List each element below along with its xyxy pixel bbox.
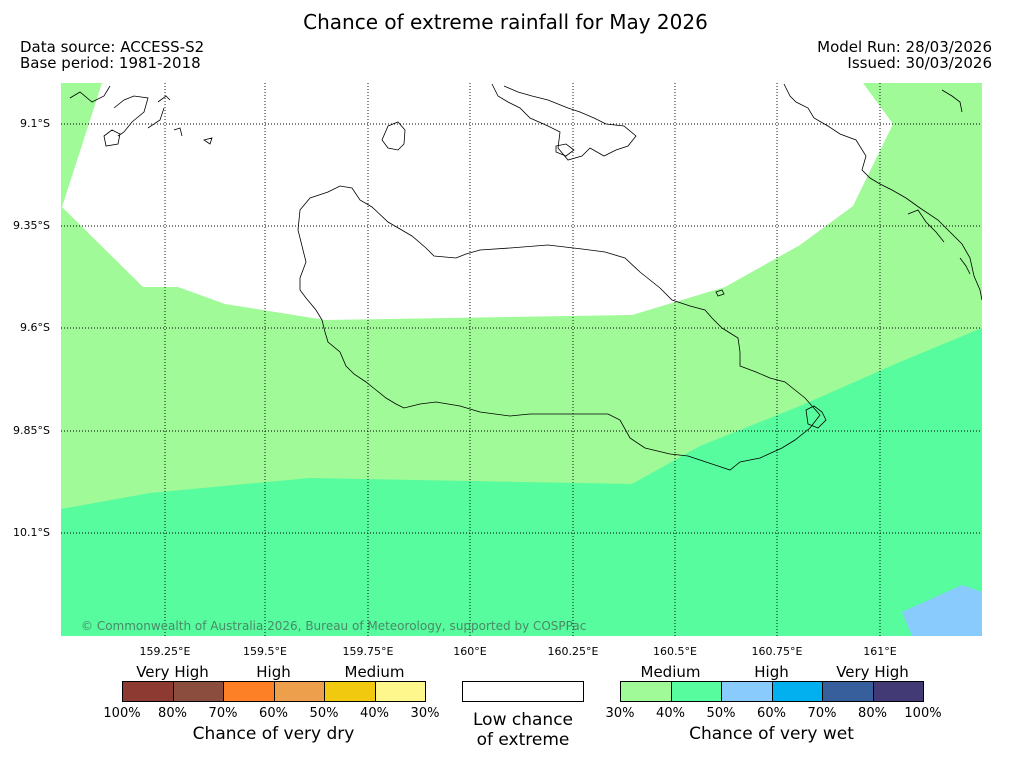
savo-island: [381, 121, 406, 151]
low-chance-line2: of extreme: [476, 730, 570, 750]
model-run: Model Run: 28/03/2026: [817, 38, 992, 56]
dry-tick-label: 70%: [208, 706, 238, 721]
tiny-islet-east: [715, 289, 725, 297]
wet-swatch: [670, 681, 722, 702]
longitude-label: 159.5°E: [243, 645, 287, 658]
dry-legend-title: Chance of very dry: [192, 724, 355, 744]
issued-date: Issued: 30/03/2026: [847, 54, 992, 72]
wet-swatch: [620, 681, 672, 702]
dry-swatch: [273, 681, 325, 702]
copyright-notice: © Commonwealth of Australia 2026, Bureau…: [81, 619, 587, 633]
dry-swatch: [223, 681, 275, 702]
wet-tick-label: 70%: [807, 706, 837, 721]
latitude-label: 9.35°S: [13, 219, 50, 232]
dry-group-label: Very High: [136, 663, 209, 681]
coastlines: [69, 83, 982, 471]
low-chance-swatch: [462, 681, 584, 702]
probability-fields: [61, 83, 982, 636]
wet-swatch: [771, 681, 823, 702]
wet-group-label: Very High: [836, 663, 909, 681]
florida-islands: [491, 83, 637, 161]
dry-swatch: [122, 681, 174, 702]
wet-swatch: [822, 681, 874, 702]
longitude-label: 160.5°E: [653, 645, 697, 658]
longitude-label: 161°E: [863, 645, 897, 658]
wet-tick-label: 30%: [605, 706, 635, 721]
wet-medium-40-50: [61, 328, 982, 636]
wet-tick-label: 60%: [757, 706, 786, 721]
wet-legend-title: Chance of very wet: [689, 724, 854, 744]
dry-tick-label: 50%: [309, 706, 339, 721]
map-title: Chance of extreme rainfall for May 2026: [303, 10, 708, 34]
wet-swatch: [872, 681, 924, 702]
wet-tick-label: 50%: [706, 706, 736, 721]
wet-group-label: Medium: [640, 663, 701, 681]
wet-group-label: High: [754, 663, 789, 681]
longitude-label: 159.75°E: [342, 645, 394, 658]
wet-tick-label: 40%: [656, 706, 685, 721]
wet-tick-label: 80%: [858, 706, 887, 721]
dry-swatch: [324, 681, 376, 702]
russell-islands: [69, 85, 213, 147]
dry-group-label: High: [256, 663, 291, 681]
latitude-label: 10.1°S: [13, 526, 50, 539]
malaita-west-coast: [783, 83, 982, 301]
latitude-label: 9.85°S: [13, 424, 50, 437]
latitude-label: 9.6°S: [20, 321, 50, 334]
dry-swatch: [374, 681, 426, 702]
graticule: [61, 83, 982, 636]
base-period: Base period: 1981-2018: [20, 54, 201, 72]
dry-tick-label: 40%: [360, 706, 389, 721]
dry-group-label: Medium: [344, 663, 405, 681]
dry-swatch: [172, 681, 224, 702]
dry-tick-label: 60%: [259, 706, 288, 721]
wet-swatch: [721, 681, 773, 702]
marau-islets: [805, 405, 827, 429]
guadalcanal-coast: [297, 185, 821, 471]
wet-tick-label: 100%: [904, 706, 942, 721]
dry-tick-label: 100%: [103, 706, 141, 721]
wet-high-50-60: [902, 585, 982, 636]
longitude-label: 160°E: [453, 645, 487, 658]
latitude-label: 9.1°S: [20, 117, 50, 130]
data-source: Data source: ACCESS-S2: [20, 38, 205, 56]
longitude-label: 160.75°E: [751, 645, 803, 658]
florida-small-island: [555, 143, 575, 157]
low-chance-line1: Low chance: [473, 710, 573, 730]
dry-tick-label: 30%: [410, 706, 440, 721]
longitude-label: 160.25°E: [547, 645, 599, 658]
longitude-label: 159.25°E: [139, 645, 191, 658]
dry-tick-label: 80%: [158, 706, 187, 721]
